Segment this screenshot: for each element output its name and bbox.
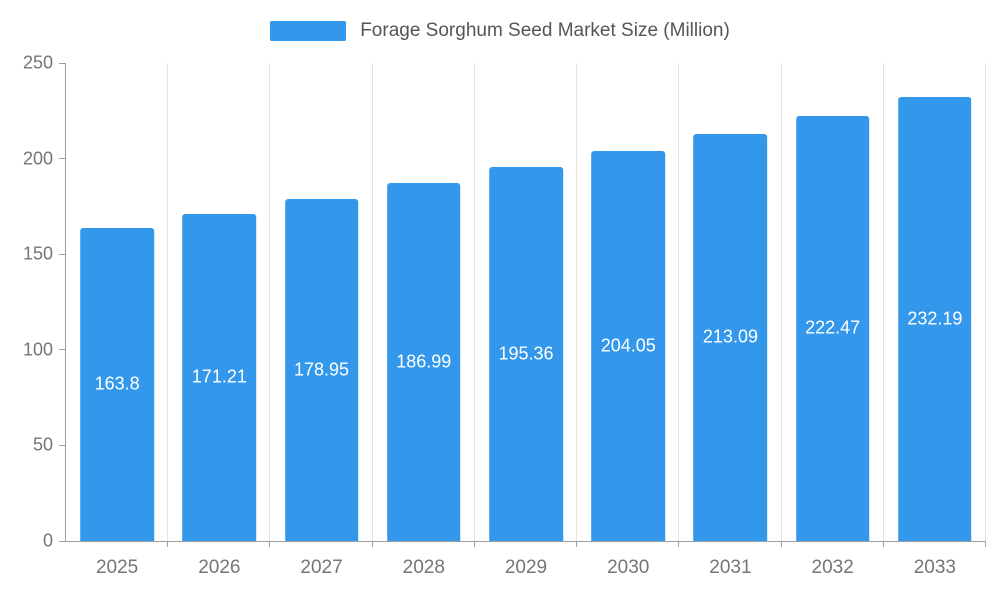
vertical-gridline [167,63,169,541]
y-tick-label: 150 [22,243,53,264]
vertical-gridline [371,63,373,541]
vertical-gridline [269,63,271,541]
x-axis-tick [882,541,884,547]
bar-value-label: 222.47 [805,317,861,338]
y-axis-tick [59,540,66,542]
vertical-gridline [678,63,680,541]
y-tick-label: 0 [42,530,53,551]
bar-2030[interactable]: 204.05 [591,150,666,541]
legend-item[interactable]: Forage Sorghum Seed Market Size (Million… [0,20,1000,42]
x-category-label: 2029 [504,557,548,578]
y-tick-label: 200 [22,148,53,169]
legend-label: Forage Sorghum Seed Market Size (Million… [360,20,730,41]
x-axis-tick [269,541,271,547]
bar-value-label: 186.99 [396,351,452,372]
x-axis-tick [985,541,986,547]
y-tick-label: 50 [32,434,53,455]
bar-value-label: 204.05 [600,335,656,356]
y-axis-tick [59,444,66,446]
x-category-label: 2026 [198,557,241,578]
x-category-label: 2031 [709,557,752,578]
bar-2031[interactable]: 213.09 [693,133,768,541]
bar-value-label: 195.36 [498,343,554,364]
vertical-gridline [985,63,986,541]
vertical-gridline [882,63,884,541]
bar-value-label: 163.8 [94,373,140,394]
x-category-label: 2032 [811,557,854,578]
bar-2029[interactable]: 195.36 [489,167,563,541]
x-category-label: 2025 [95,557,139,578]
x-category-label: 2033 [913,557,957,578]
y-axis-tick [59,349,66,351]
vertical-gridline [576,63,578,541]
bar-value-label: 232.19 [907,308,963,329]
y-axis-tick [59,158,66,160]
bar-value-label: 178.95 [294,359,350,380]
x-category-label: 2028 [402,557,445,578]
x-axis-tick [167,541,169,547]
x-axis-tick [678,541,680,547]
x-axis-tick [576,541,578,547]
vertical-gridline [780,63,782,541]
y-axis-tick [59,253,66,255]
bar-2027[interactable]: 178.95 [284,198,359,541]
x-axis-tick [780,541,782,547]
y-axis-tick [59,62,66,64]
bar-2033[interactable]: 232.19 [898,97,972,541]
bar-value-label: 213.09 [702,326,758,347]
y-tick-label: 100 [22,339,53,360]
x-axis-tick [473,541,475,547]
bar-2028[interactable]: 186.99 [386,183,461,541]
bar-value-label: 171.21 [191,366,247,387]
y-tick-label: 250 [22,52,53,73]
plot-area: 0 50 100 150 200 250 163.8 2025 171.21 2026 178.95… [23,53,986,578]
bar-2025[interactable]: 163.8 [80,227,154,541]
x-category-label: 2030 [607,557,650,578]
legend-swatch [270,21,347,41]
vertical-gridline [473,63,475,541]
bar-2026[interactable]: 171.21 [182,213,257,541]
x-category-label: 2027 [300,557,343,578]
x-axis-tick [371,541,373,547]
bar-2032[interactable]: 222.47 [795,115,870,541]
